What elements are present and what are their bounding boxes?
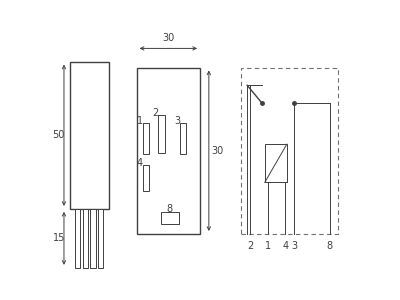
Bar: [180, 124, 186, 154]
Text: 2: 2: [153, 108, 159, 118]
Text: 30: 30: [211, 146, 223, 156]
Text: 15: 15: [52, 233, 65, 243]
Bar: [98, 209, 104, 268]
Bar: [70, 62, 109, 209]
Bar: [90, 209, 96, 268]
Bar: [75, 209, 80, 268]
Text: 4: 4: [136, 158, 143, 168]
Bar: [158, 115, 165, 153]
Bar: [161, 212, 179, 224]
Text: 8: 8: [167, 204, 173, 214]
Bar: [137, 68, 200, 234]
Text: 30: 30: [162, 33, 174, 43]
Bar: [142, 165, 149, 191]
Text: 1: 1: [265, 241, 271, 251]
Text: 1: 1: [136, 116, 143, 126]
Text: 2: 2: [247, 241, 253, 251]
Text: 3: 3: [291, 241, 297, 251]
Bar: [265, 144, 287, 182]
Text: 50: 50: [52, 130, 65, 140]
Text: 8: 8: [326, 241, 333, 251]
Bar: [241, 68, 338, 234]
Text: 3: 3: [174, 116, 181, 126]
Bar: [142, 124, 149, 154]
Bar: [83, 209, 88, 268]
Text: 4: 4: [282, 241, 288, 251]
